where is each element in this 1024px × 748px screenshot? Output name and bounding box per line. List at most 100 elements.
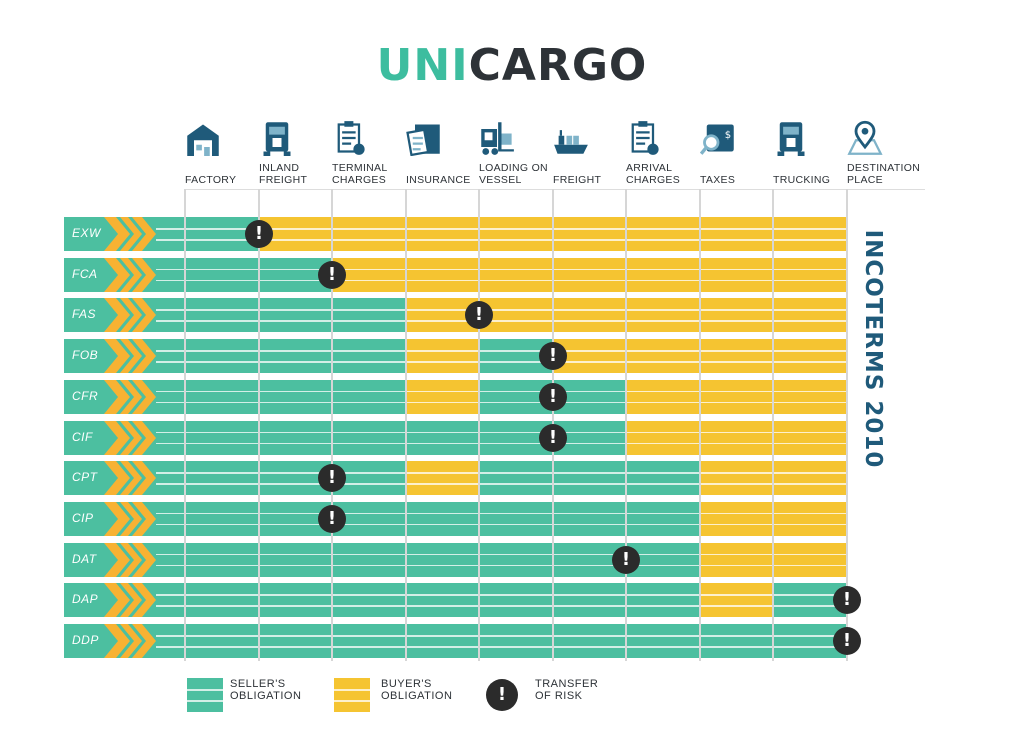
seller-cell	[553, 501, 626, 536]
lead-cell	[155, 257, 185, 292]
lead-cell	[155, 339, 185, 374]
grid-line	[258, 189, 260, 661]
buyer-cell	[626, 257, 700, 292]
seller-cell	[185, 420, 259, 455]
transfer-of-risk-icon: !	[539, 342, 567, 371]
seller-cell	[185, 298, 259, 333]
buyer-cell	[406, 461, 479, 496]
buyer-cell	[700, 461, 773, 496]
grid-line	[772, 189, 774, 661]
transfer-of-risk-icon: !	[833, 627, 861, 655]
transfer-of-risk-icon: !	[318, 260, 346, 289]
truck-icon	[773, 120, 853, 160]
incoterm-row: CIP	[64, 501, 847, 536]
grid-line	[625, 189, 627, 661]
column-label: TERMINAL CHARGES	[332, 162, 388, 186]
clipboard-icon	[626, 120, 706, 160]
seller-cell	[332, 379, 406, 414]
transfer-of-risk-icon: !	[318, 504, 346, 533]
buyer-cell	[773, 461, 847, 496]
grid-line	[478, 189, 480, 661]
seller-cell	[259, 420, 332, 455]
seller-cell	[185, 501, 259, 536]
seller-cell	[479, 624, 553, 658]
seller-cell	[479, 542, 553, 577]
truck-icon	[259, 120, 339, 160]
buyer-cell	[700, 420, 773, 455]
legend-seller-swatch	[187, 678, 223, 712]
lead-cell	[155, 624, 185, 658]
seller-cell	[626, 583, 700, 618]
buyer-cell	[700, 583, 773, 618]
buyer-cell	[700, 379, 773, 414]
lead-cell	[155, 298, 185, 333]
column-header: TRUCKING	[773, 120, 853, 186]
incoterm-row: CIF	[64, 420, 847, 455]
column-header: INLAND FREIGHT	[259, 120, 339, 186]
chevron-arrows-icon	[104, 339, 156, 374]
seller-cell	[259, 624, 332, 658]
seller-cell	[332, 542, 406, 577]
column-label: TRUCKING	[773, 174, 831, 186]
lead-cell	[155, 501, 185, 536]
ship-icon	[553, 120, 633, 160]
chevron-arrows-icon	[104, 217, 156, 251]
column-label: FACTORY	[185, 174, 237, 186]
transfer-of-risk-icon: !	[539, 382, 567, 411]
buyer-cell	[773, 501, 847, 536]
buyer-cell	[773, 542, 847, 577]
buyer-cell	[700, 217, 773, 251]
buyer-cell	[773, 257, 847, 292]
column-label: TAXES	[700, 174, 736, 186]
logo: UNICARGO	[376, 40, 648, 91]
grid-line	[405, 189, 407, 661]
chevron-arrows-icon	[104, 501, 156, 536]
seller-cell	[185, 542, 259, 577]
buyer-cell	[700, 339, 773, 374]
buyer-cell	[406, 379, 479, 414]
buyer-cell	[773, 379, 847, 414]
lead-cell	[155, 583, 185, 618]
buyer-cell	[406, 339, 479, 374]
buyer-cell	[773, 420, 847, 455]
document-box-icon	[406, 120, 486, 160]
column-header: DESTINATION PLACE	[847, 120, 927, 186]
seller-cell	[332, 420, 406, 455]
buyer-cell	[773, 298, 847, 333]
buyer-cell	[553, 257, 626, 292]
buyer-cell	[700, 257, 773, 292]
seller-cell	[332, 624, 406, 658]
buyer-cell	[626, 339, 700, 374]
column-header: TERMINAL CHARGES	[332, 120, 412, 186]
column-header: ARRIVAL CHARGES	[626, 120, 706, 186]
grid-line	[331, 189, 333, 661]
incoterm-row: EXW	[64, 217, 847, 251]
grid-line	[699, 189, 701, 661]
seller-cell	[259, 379, 332, 414]
incoterm-row: CPT	[64, 461, 847, 496]
seller-cell	[259, 542, 332, 577]
warehouse-icon	[185, 120, 265, 160]
side-title: INCOTERMS 2010	[860, 229, 886, 469]
chevron-arrows-icon	[104, 542, 156, 577]
legend-risk-label: TRANSFER OF RISK	[535, 678, 599, 702]
column-label: INLAND FREIGHT	[259, 162, 308, 186]
lead-cell	[155, 542, 185, 577]
buyer-cell	[626, 420, 700, 455]
clipboard-icon	[332, 120, 412, 160]
legend-buyer-swatch	[334, 678, 370, 712]
forklift-icon	[479, 120, 559, 160]
seller-cell	[406, 542, 479, 577]
incoterm-row: DAT	[64, 542, 847, 577]
buyer-cell	[700, 542, 773, 577]
grid-line	[846, 189, 848, 661]
chevron-arrows-icon	[104, 298, 156, 333]
grid-line	[184, 189, 186, 661]
buyer-cell	[479, 217, 553, 251]
incoterm-row: FAS	[64, 298, 847, 333]
seller-cell	[479, 501, 553, 536]
seller-cell	[259, 298, 332, 333]
seller-cell	[553, 583, 626, 618]
tax-search-icon: $	[699, 120, 780, 160]
chevron-arrows-icon	[104, 379, 156, 414]
